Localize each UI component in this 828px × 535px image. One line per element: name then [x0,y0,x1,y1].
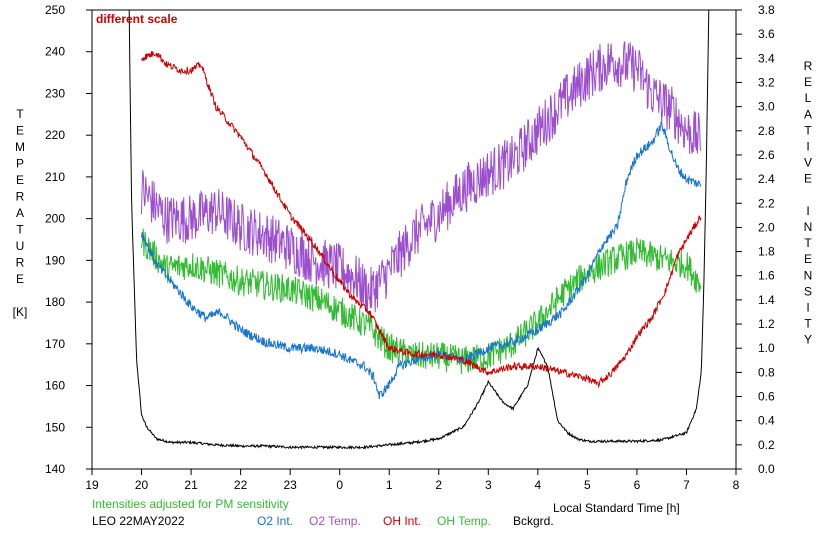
x-tick-label: 1 [386,478,393,492]
x-tick-label: 2 [435,478,442,492]
y-right-tick-label: 0.2 [758,438,775,452]
series-line-oh-temp [141,228,702,375]
y-right-label-char: E [804,75,812,89]
legend-item-o2-int: O2 Int. [257,514,293,528]
y-left-label-char: M [15,140,25,154]
y-right-label-char: Y [804,333,812,347]
y-right-tick-label: 1.2 [758,317,775,331]
y-right-tick-label: 0.8 [758,365,775,379]
x-tick-label: 7 [683,478,690,492]
y-left-label-char: A [16,206,24,220]
x-tick-label: 4 [535,478,542,492]
x-tick-label: 19 [85,478,99,492]
y-right-tick-label: 2.8 [758,124,775,138]
legend-item-bckgrd: Bckgrd. [513,514,554,528]
x-tick-label: 8 [733,478,740,492]
y-left-tick-label: 240 [45,45,65,59]
y-right-label-char: I [806,140,809,154]
y-right-label-char: I [806,204,809,218]
y-right-tick-label: 2.2 [758,196,775,210]
plot-frame [91,9,737,470]
legend-item-oh-int: OH Int. [383,514,421,528]
x-tick-label: 6 [634,478,641,492]
y-left-label-char: T [16,223,24,237]
y-left-label-char: E [16,272,24,286]
y-right-label-char: E [804,172,812,186]
y-right-tick-label: 0.0 [758,462,775,476]
y-right-tick-label: 2.4 [758,172,775,186]
y-left-tick-label: 250 [45,3,65,17]
y-left-label-char: [K] [13,305,28,319]
y-right-label-char: S [804,284,812,298]
x-tick-label: 20 [135,478,149,492]
series-line-bckgrd [128,9,710,450]
y-right-tick-label: 1.0 [758,341,775,355]
y-right-label-char: T [804,123,812,137]
x-tick-label: 22 [234,478,248,492]
y-left-tick-label: 140 [45,462,65,476]
y-right-tick-label: 3.0 [758,100,775,114]
y-right-label-char: T [804,236,812,250]
y-left-label-char: T [16,107,24,121]
series-line-o2-temp [141,40,702,313]
y-left-tick-label: 150 [45,420,65,434]
y-right-tick-label: 3.8 [758,3,775,17]
y-left-label-char: E [16,173,24,187]
y-left-tick-label: 160 [45,379,65,393]
y-right-tick-label: 3.2 [758,75,775,89]
x-tick-label: 23 [283,478,297,492]
y-right-tick-label: 3.4 [758,51,775,65]
y-right-label-char: V [804,156,812,170]
x-tick-label: 0 [336,478,343,492]
series-line-oh-int [141,50,702,389]
y-right-label-char: N [804,268,813,282]
y-right-label-char: T [804,317,812,331]
y-right-tick-label: 2.6 [758,148,775,162]
y-left-label-char: P [16,157,24,171]
legend-item-oh-temp: OH Temp. [437,514,491,528]
y-right-tick-label: 0.4 [758,414,775,428]
y-right-tick-label: 1.8 [758,245,775,259]
y-right-tick-label: 2.0 [758,220,775,234]
y-right-tick-label: 1.4 [758,293,775,307]
y-left-tick-label: 190 [45,253,65,267]
y-left-tick-label: 220 [45,128,65,142]
footer-note: Intensities adjusted for PM sensitivity [92,497,289,511]
y-right-tick-label: 3.6 [758,27,775,41]
y-left-label-char: R [16,190,25,204]
y-right-tick-label: 1.6 [758,269,775,283]
y-right-label-char: N [804,220,813,234]
x-tick-label: 3 [485,478,492,492]
x-axis-label: Local Standard Time [h] [553,501,680,515]
x-tick-label: 5 [584,478,591,492]
y-right-tick-label: 0.6 [758,390,775,404]
y-left-tick-label: 200 [45,212,65,226]
y-left-label-char: E [16,124,24,138]
footer-station-date: LEO 22MAY2022 [92,514,185,528]
y-left-tick-label: 230 [45,86,65,100]
annotation: different scale [96,12,178,26]
y-left-tick-label: 180 [45,295,65,309]
y-right-label-char: L [805,91,812,105]
y-right-label-char: I [806,301,809,315]
y-right-label-char: E [804,252,812,266]
y-left-label-char: U [16,239,25,253]
y-left-tick-label: 170 [45,337,65,351]
legend-item-o2-temp: O2 Temp. [309,514,361,528]
y-right-label-char: R [804,59,813,73]
x-tick-label: 21 [184,478,198,492]
y-left-label-char: R [16,256,25,270]
y-left-tick-label: 210 [45,170,65,184]
y-right-label-char: A [804,107,812,121]
